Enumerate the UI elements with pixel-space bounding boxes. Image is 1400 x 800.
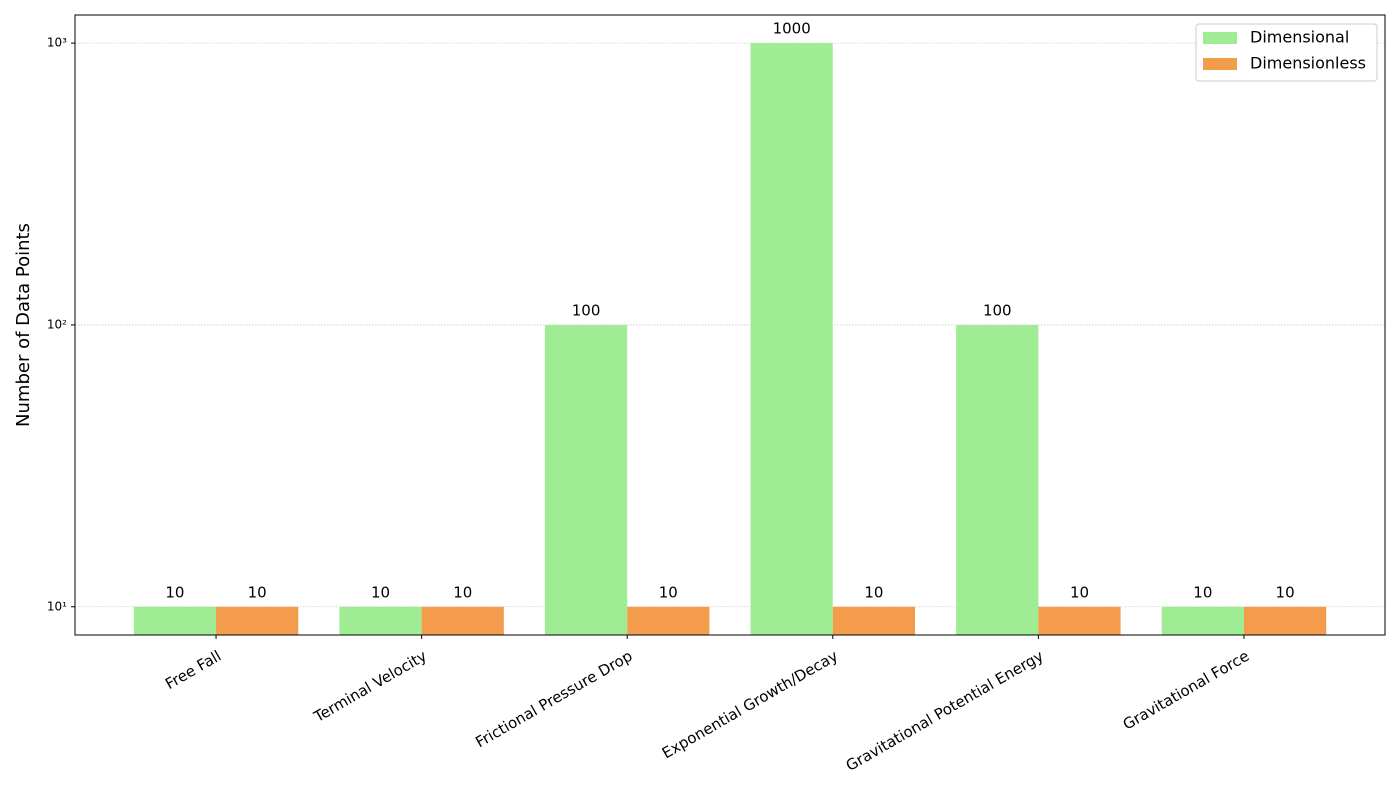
y-tick-label: 10²: [47, 317, 67, 331]
x-tick-label: Gravitational Force: [1120, 647, 1252, 734]
x-tick-label: Terminal Velocity: [310, 647, 430, 727]
data-label: 10: [453, 583, 472, 601]
bar: [1038, 606, 1121, 635]
data-label: 10: [1193, 583, 1212, 601]
data-label: 10: [165, 583, 184, 601]
plot-frame: [74, 14, 1386, 636]
legend-swatch: [1203, 32, 1237, 44]
x-tick-label: Frictional Pressure Drop: [472, 647, 635, 752]
bar: [544, 324, 628, 635]
x-tick-label: Free Fall: [162, 647, 224, 693]
data-label: 100: [572, 301, 601, 319]
bar: [832, 606, 916, 635]
x-tick-label: Exponential Growth/Decay: [659, 647, 841, 763]
bar: [133, 606, 217, 635]
y-axis-label: Number of Data Points: [13, 223, 34, 427]
bar: [750, 43, 833, 635]
bar: [1161, 606, 1244, 635]
bar: [216, 606, 299, 635]
bar: [627, 606, 710, 635]
data-label: 100: [983, 301, 1012, 319]
data-label: 10: [659, 583, 678, 601]
bar: [1243, 606, 1327, 635]
legend-label: Dimensionless: [1250, 54, 1366, 73]
bar: [956, 324, 1039, 635]
y-tick-label: 10³: [47, 36, 67, 50]
data-label: 10: [248, 583, 267, 601]
y-tick-label: 10¹: [47, 599, 67, 613]
bar: [339, 606, 422, 635]
legend-box: [1195, 23, 1378, 82]
data-label: 1000: [773, 20, 811, 38]
x-tick-label: Gravitational Potential Energy: [843, 647, 1047, 775]
legend-label: Dimensional: [1250, 28, 1349, 47]
data-label: 10: [371, 583, 390, 601]
data-label: 10: [864, 583, 883, 601]
data-label: 10: [1070, 583, 1089, 601]
bar: [421, 606, 504, 635]
legend-swatch: [1203, 58, 1237, 70]
data-label: 10: [1276, 583, 1295, 601]
